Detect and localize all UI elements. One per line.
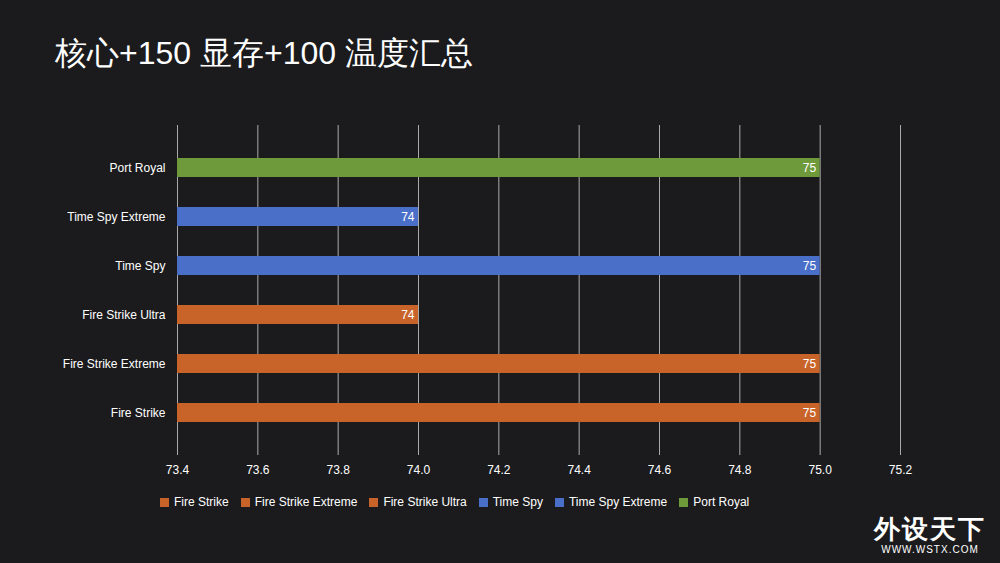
svg-text:Fire Strike: Fire Strike xyxy=(111,406,166,420)
svg-text:73.6: 73.6 xyxy=(246,463,270,477)
svg-text:75: 75 xyxy=(803,406,817,420)
svg-text:74.0: 74.0 xyxy=(407,463,431,477)
svg-text:Time Spy: Time Spy xyxy=(115,259,165,273)
svg-text:75.2: 75.2 xyxy=(889,463,913,477)
svg-text:74.6: 74.6 xyxy=(648,463,672,477)
html-text:Time Spy: Time Spy xyxy=(492,495,543,509)
html-text:核心+150 显存+100 温度汇总: 核心+150 显存+100 温度汇总 xyxy=(55,35,473,71)
svg-text:75: 75 xyxy=(803,161,817,175)
svg-text:73.4: 73.4 xyxy=(166,463,190,477)
svg-text:74: 74 xyxy=(401,308,415,322)
svg-text:Fire Strike Extreme: Fire Strike Extreme xyxy=(63,357,166,371)
svg-text:Port Royal: Port Royal xyxy=(109,161,165,175)
svg-text:75: 75 xyxy=(803,259,817,273)
html-text:WWW.WSTX.COM: WWW.WSTX.COM xyxy=(881,544,979,555)
svg-text:74.8: 74.8 xyxy=(728,463,752,477)
svg-text:75.0: 75.0 xyxy=(808,463,832,477)
html-text:Time Spy Extreme: Time Spy Extreme xyxy=(569,495,668,509)
svg-text:75: 75 xyxy=(803,357,817,371)
html-text:Fire Strike Ultra: Fire Strike Ultra xyxy=(383,495,467,509)
svg-text:74: 74 xyxy=(401,210,415,224)
svg-text:74.4: 74.4 xyxy=(567,463,591,477)
html-text:Fire Strike: Fire Strike xyxy=(174,495,229,509)
html-text:外设天下: 外设天下 xyxy=(874,514,986,544)
html-text:Port Royal: Port Royal xyxy=(693,495,750,509)
svg-text:73.8: 73.8 xyxy=(326,463,350,477)
svg-text:Time Spy Extreme: Time Spy Extreme xyxy=(67,210,166,224)
svg-text:74.2: 74.2 xyxy=(487,463,511,477)
html-text:Fire Strike Extreme: Fire Strike Extreme xyxy=(254,495,358,509)
svg-text:Fire Strike Ultra: Fire Strike Ultra xyxy=(82,308,166,322)
